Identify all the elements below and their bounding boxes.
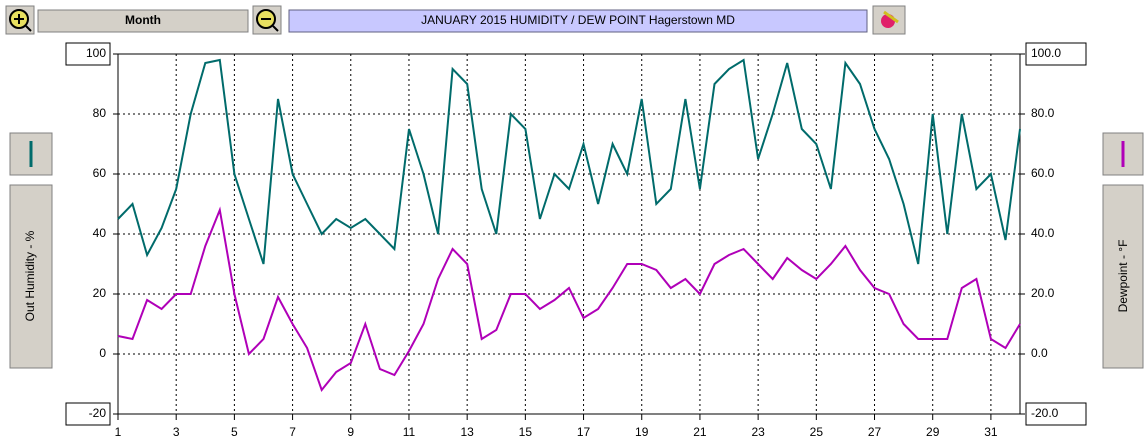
y2-tick-label: 80.0 xyxy=(1031,106,1055,120)
x-tick-label: 9 xyxy=(347,425,354,439)
y2-tick-label: 60.0 xyxy=(1031,166,1055,180)
zoom-in-glyph xyxy=(14,14,32,32)
y-tick-box xyxy=(65,402,111,426)
x-tick-label: 23 xyxy=(751,425,765,439)
x-tick-label: 21 xyxy=(693,425,707,439)
y2-axis-label: Dewpoint - °F xyxy=(1116,240,1130,313)
x-tick-label: 17 xyxy=(577,425,591,439)
chart-title: JANUARY 2015 HUMIDITY / DEW POINT Hagers… xyxy=(421,13,735,27)
x-tick-label: 13 xyxy=(460,425,474,439)
y2-tick-label: 40.0 xyxy=(1031,226,1055,240)
y2-tick-label: -20.0 xyxy=(1031,406,1059,420)
x-tick-label: 25 xyxy=(810,425,824,439)
y2-tick-box xyxy=(1025,42,1087,66)
x-tick-label: 15 xyxy=(519,425,533,439)
series-line xyxy=(117,206,1021,393)
legend-button-left[interactable] xyxy=(9,132,53,176)
y-tick-box xyxy=(65,42,111,66)
y-tick-label: 0 xyxy=(99,346,106,360)
x-tick-label: 7 xyxy=(289,425,296,439)
y2label-box xyxy=(1102,184,1144,369)
y2-tick-label: 20.0 xyxy=(1031,286,1055,300)
y-tick-label: 60 xyxy=(93,166,107,180)
x-tick-label: 27 xyxy=(868,425,882,439)
x-tick-label: 31 xyxy=(984,425,998,439)
y-axis-label: Out Humidity - % xyxy=(23,230,37,321)
x-tick-label: 29 xyxy=(926,425,940,439)
zoom-out-glyph xyxy=(261,18,279,32)
series-line xyxy=(117,58,1021,265)
x-tick-label: 1 xyxy=(115,425,122,439)
range-label: Month xyxy=(125,13,161,27)
y2-tick-label: 0.0 xyxy=(1031,346,1048,360)
y-tick-label: 100 xyxy=(86,46,106,60)
x-tick-label: 19 xyxy=(635,425,649,439)
y-tick-label: 20 xyxy=(93,286,107,300)
x-tick-label: 5 xyxy=(231,425,238,439)
y-tick-label: 40 xyxy=(93,226,107,240)
title-box xyxy=(288,9,868,33)
range-button[interactable] xyxy=(37,9,249,33)
y-tick-label: 80 xyxy=(93,106,107,120)
y2-tick-box xyxy=(1025,402,1087,426)
clear-glyph xyxy=(883,10,899,24)
x-tick-label: 3 xyxy=(173,425,180,439)
x-tick-label: 11 xyxy=(403,425,416,439)
y-tick-label: -20 xyxy=(89,406,107,420)
ylabel-box xyxy=(9,184,53,369)
y2-tick-label: 100.0 xyxy=(1031,46,1061,60)
